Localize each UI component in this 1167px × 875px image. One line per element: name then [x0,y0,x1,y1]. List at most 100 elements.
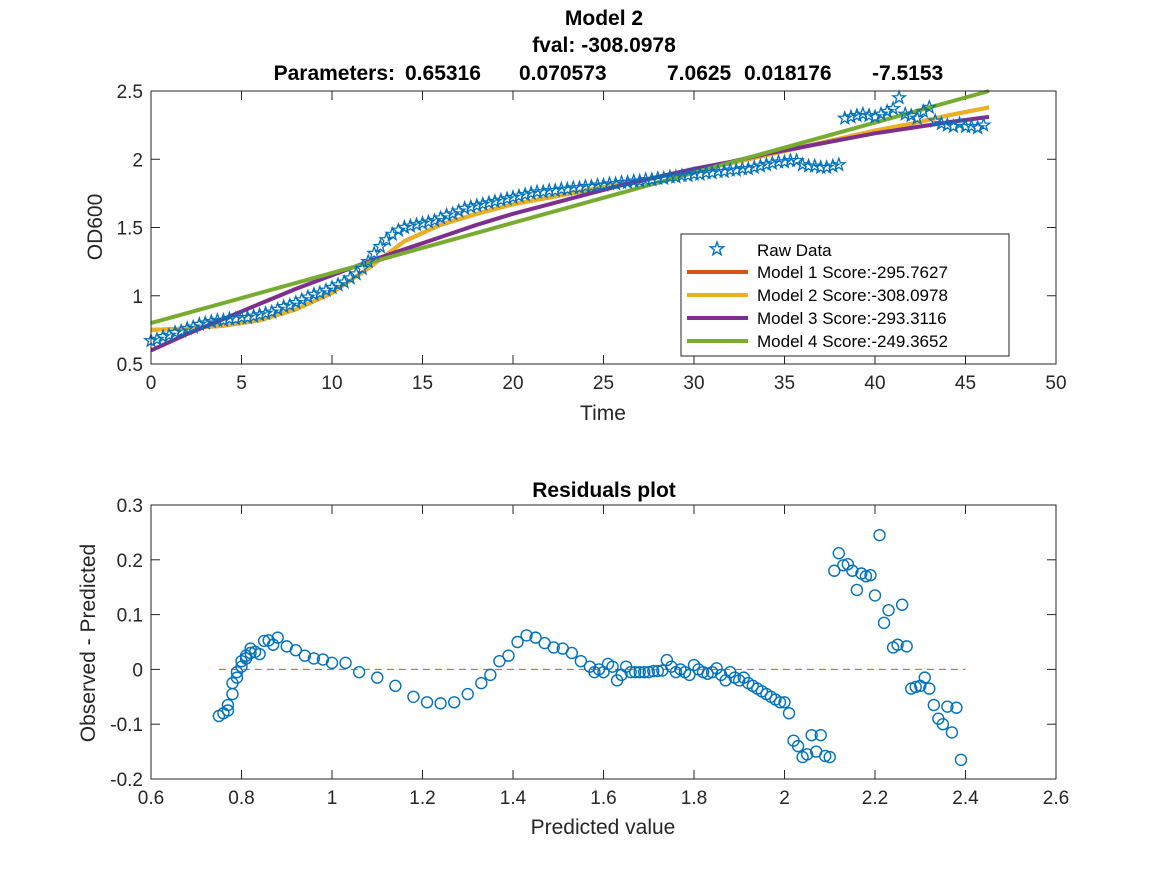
residuals-x-tick-label: 1.2 [409,788,435,809]
residual-point [895,598,909,611]
residual-point [624,665,637,679]
top-y-tick-label: 1 [132,287,143,308]
raw-data-point [746,158,763,175]
residuals-y-tick-label: 0.1 [117,606,143,627]
raw-data-point [167,324,184,340]
residual-point [814,728,827,742]
raw-data-point [740,160,757,176]
legend: Raw Data Model 1 Score:-295.7627 Model 2… [680,233,1010,357]
parameter-value-1: 0.65316 [405,62,481,85]
residuals-x-tick-label: 2.6 [1043,788,1069,809]
residual-point [511,635,524,649]
top-x-tick-label: 25 [593,373,614,394]
residual-point [710,662,723,675]
residuals-axes-box [150,504,1057,780]
legend-model-2-label: Model 2 Score:-308.0978 [757,286,948,305]
raw-data-point [414,214,431,231]
raw-data-point [281,296,298,313]
residual-point [778,696,791,709]
residual-point [805,728,818,742]
residuals-x-tick-label: 2.2 [862,788,888,809]
raw-data-point [523,184,540,201]
raw-data-point [468,197,485,213]
top-x-tick-label: 50 [1045,373,1066,394]
residual-point [873,528,886,542]
residuals-x-tick-labels: 0.6 0.8 1 1.2 1.4 1.6 1.8 2 2.2 2.4 2.6 [138,788,1069,809]
residual-point [461,687,474,701]
top-x-tick-label: 0 [146,373,157,394]
residual-point [782,707,796,720]
residual-point [529,631,542,644]
raw-data-point [951,115,968,131]
raw-data-point [776,153,793,169]
legend-model-3-label: Model 3 Score:-293.3116 [757,309,947,328]
residual-point [230,671,244,684]
residual-point [547,641,560,654]
residual-point [253,647,266,661]
raw-data-point [438,206,455,223]
raw-data-point [287,294,304,310]
top-raw-data-markers [142,89,992,348]
raw-data-point [830,156,847,172]
residual-point [289,644,302,657]
raw-data-point [263,303,280,319]
raw-data-point [643,171,660,187]
raw-data-point [408,216,425,232]
residuals-y-tick-label: 0 [132,660,143,681]
raw-data-point [450,202,467,218]
raw-data-point [323,279,341,295]
raw-data-point [317,281,335,298]
raw-data-point [655,169,672,186]
residual-point [574,654,588,668]
raw-data-point [329,276,347,292]
residual-point [493,654,506,668]
residuals-y-tick-label: -0.2 [110,770,143,791]
residual-point [475,676,488,690]
residual-point [850,583,864,597]
top-y-axis-label: OD600 [84,194,107,261]
residual-point [891,638,904,651]
raw-data-point [728,161,745,178]
raw-data-point [571,179,588,195]
parameters-label: Parameters: [274,62,395,85]
raw-data-point [716,163,733,179]
top-x-tick-label: 45 [955,373,976,394]
raw-data-point [824,157,841,173]
top-x-tick-label: 40 [864,373,885,394]
residuals-plot-area [151,505,1056,779]
residual-point [606,660,619,673]
parameter-value-3: 7.0625 [667,62,732,85]
raw-data-point [704,164,721,180]
residual-point [271,631,284,644]
residual-point [900,640,913,653]
raw-data-point [239,309,256,325]
top-x-tick-label: 5 [236,373,247,394]
residual-point [307,652,321,665]
raw-data-point [480,194,497,210]
raw-data-point [305,285,322,302]
residuals-y-tick-label: 0.2 [117,551,143,572]
raw-data-point [758,156,775,172]
model-3-line [150,114,990,353]
raw-data-point [903,107,920,123]
residual-point [909,680,922,694]
top-x-tick-label: 35 [774,373,795,394]
raw-data-point [836,109,853,126]
raw-data-point [945,118,962,134]
residuals-x-tick-label: 0.8 [228,788,254,809]
residual-point [819,749,832,763]
raw-data-point [679,167,697,183]
residual-point [687,658,701,672]
residual-point [927,698,941,712]
raw-data-point [885,100,902,116]
raw-data-point [456,199,473,216]
residual-point [221,704,235,717]
residual-point [633,665,646,679]
residuals-title: Residuals plot [532,479,676,502]
raw-data-point [915,102,932,119]
raw-data-point [197,314,214,330]
raw-data-point [462,198,479,214]
residual-point [868,589,882,602]
residuals-chart: Residuals plot 0.6 0.8 1 1.2 1.4 1.6 1.8 2 2.2 2.… [77,479,1069,839]
top-y-tick-label: 2.5 [117,82,143,103]
